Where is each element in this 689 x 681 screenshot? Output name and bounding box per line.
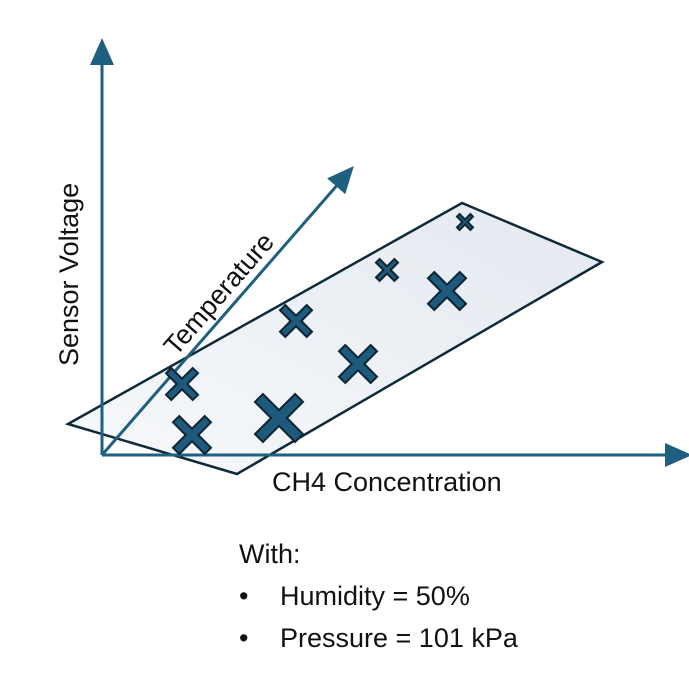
conditions-list: • Humidity = 50% • Pressure = 101 kPa xyxy=(239,575,518,659)
y-axis-label: Sensor Voltage xyxy=(54,183,84,366)
x-marker-icon xyxy=(337,343,379,385)
condition-text: Humidity = 50% xyxy=(280,581,470,611)
z-axis xyxy=(100,165,354,456)
conditions-heading: With: xyxy=(239,539,301,569)
x-axis-label: CH4 Concentration xyxy=(272,467,502,497)
data-plane xyxy=(64,201,605,476)
x-marker-icon xyxy=(455,212,475,232)
bullet-icon: • xyxy=(239,581,249,611)
condition-text: Pressure = 101 kPa xyxy=(280,623,518,653)
data-markers xyxy=(164,212,475,456)
x-marker-icon xyxy=(278,303,314,339)
condition-item-humidity: • Humidity = 50% xyxy=(239,575,518,617)
x-marker-icon xyxy=(374,257,400,283)
condition-item-pressure: • Pressure = 101 kPa xyxy=(239,617,518,659)
x-marker-icon xyxy=(253,392,305,444)
bullet-icon: • xyxy=(239,623,249,653)
x-marker-icon xyxy=(164,366,200,402)
x-marker-icon xyxy=(426,270,468,312)
x-marker-icon xyxy=(171,414,213,456)
conditions-panel: With: • Humidity = 50% • Pressure = 101 … xyxy=(239,533,518,659)
